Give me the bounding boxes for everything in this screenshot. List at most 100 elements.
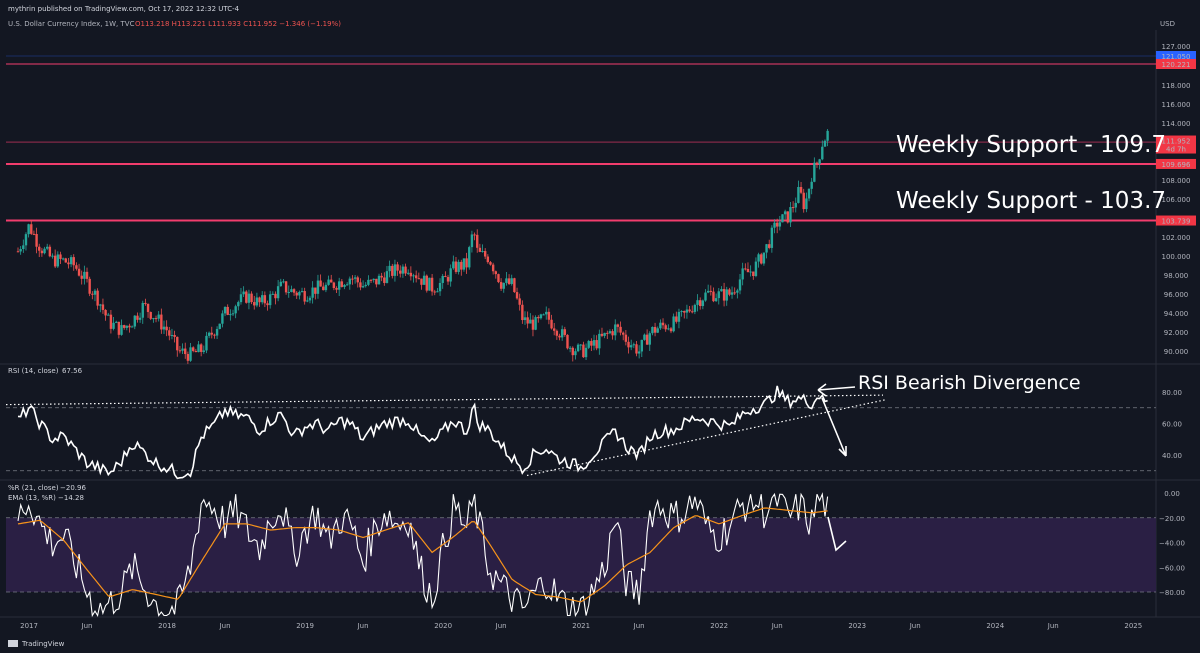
candle-body: [67, 262, 70, 265]
candle-body: [815, 162, 819, 164]
candle-body: [324, 284, 328, 291]
candle-body: [239, 294, 243, 303]
candle-body: [308, 297, 312, 301]
candle-body: [775, 222, 779, 227]
candle-body: [191, 347, 195, 351]
candle-body: [576, 344, 580, 352]
candle-body: [205, 335, 208, 351]
candle-body: [449, 268, 452, 282]
candle-body: [372, 278, 375, 280]
candle-body: [802, 192, 805, 210]
candle-body: [598, 333, 601, 349]
candle-body: [104, 309, 107, 316]
candle-body: [93, 290, 97, 295]
candle-body: [399, 270, 402, 274]
candle-body: [717, 291, 720, 299]
wr-tick-label: −60.00: [1159, 564, 1185, 572]
candle-body: [170, 334, 174, 336]
candle-body: [752, 271, 755, 277]
candle-body: [499, 282, 503, 289]
candle-body: [109, 314, 113, 329]
candle-body: [287, 292, 290, 294]
candle-body: [40, 250, 44, 254]
candle-body: [454, 261, 458, 272]
candle-body: [513, 278, 516, 293]
candle-body: [64, 258, 67, 263]
candle-body: [568, 347, 572, 349]
price-tick-label: 108.000: [1162, 177, 1191, 185]
candle-body: [502, 282, 505, 289]
candle-body: [452, 261, 455, 269]
candle-body: [706, 290, 710, 293]
candle-body: [614, 324, 617, 336]
x-tick-label: 2024: [986, 622, 1004, 630]
x-tick-label: 2023: [848, 622, 866, 630]
level-lines: [6, 55, 1156, 222]
candle-body: [582, 344, 585, 358]
price-tick-label: 114.000: [1162, 120, 1191, 128]
candle-body: [563, 329, 567, 335]
axes: 2017 Jun 2018 Jun 2019 Jun 2020 Jun 2021 Jun 2022 J…: [20, 43, 1190, 630]
rsi-series: [17, 385, 828, 480]
candle-body: [481, 251, 484, 253]
candle-body: [529, 319, 532, 324]
candle-body: [725, 289, 728, 301]
candle-body: [72, 257, 75, 266]
x-tick-label: 2022: [710, 622, 728, 630]
candle-body: [518, 298, 521, 305]
candle-body: [377, 275, 381, 285]
trendlines: [5, 383, 886, 552]
candle-body: [807, 188, 811, 199]
candle-body: [242, 291, 245, 295]
candle-body: [677, 311, 681, 322]
candle-body: [83, 271, 86, 279]
candle-body: [507, 278, 511, 284]
tradingview-logo[interactable]: TradingView: [8, 640, 65, 648]
candle-body: [292, 289, 296, 293]
candle-body: [300, 291, 304, 293]
candle-body: [783, 211, 787, 215]
candle-body: [505, 278, 508, 283]
candle-body: [327, 279, 330, 285]
candle-body: [754, 261, 758, 277]
candle-body: [653, 326, 657, 333]
candle-body: [552, 328, 556, 331]
candle-body: [22, 245, 25, 250]
candle-body: [337, 281, 341, 290]
candle-body: [234, 306, 237, 314]
candle-body: [566, 334, 569, 349]
rsi-tick-label: 40.00: [1162, 452, 1182, 460]
candle-body: [101, 304, 105, 310]
candle-body: [80, 275, 83, 279]
wr-line: [17, 492, 829, 618]
candle-body: [53, 255, 57, 267]
candle-body: [579, 344, 582, 346]
candle-body: [213, 334, 216, 336]
candle-body: [558, 335, 561, 338]
candle-body: [391, 265, 394, 276]
candle-body: [778, 222, 782, 227]
candle-body: [688, 309, 691, 312]
tag-120-text: 120.221: [1162, 61, 1191, 69]
candle-body: [818, 159, 821, 164]
candle-body: [99, 304, 102, 306]
currency-label: USD: [1160, 20, 1175, 28]
candle-body: [486, 256, 490, 263]
rsi-bottom-trendline: [526, 399, 886, 477]
publisher-line: mythrin published on TradingView.com, Oc…: [8, 5, 240, 13]
price-tick-label: 98.000: [1164, 272, 1189, 280]
candle-body: [545, 311, 548, 315]
candle-body: [207, 332, 211, 336]
candle-body: [640, 339, 643, 352]
candle-body: [643, 334, 646, 340]
candle-body: [693, 304, 697, 312]
candle-body: [799, 186, 803, 193]
candle-body: [138, 317, 142, 320]
candle-body: [744, 268, 747, 270]
candle-body: [698, 300, 702, 307]
candle-body: [306, 300, 309, 302]
candle-body: [149, 311, 152, 319]
candle-body: [322, 286, 325, 291]
